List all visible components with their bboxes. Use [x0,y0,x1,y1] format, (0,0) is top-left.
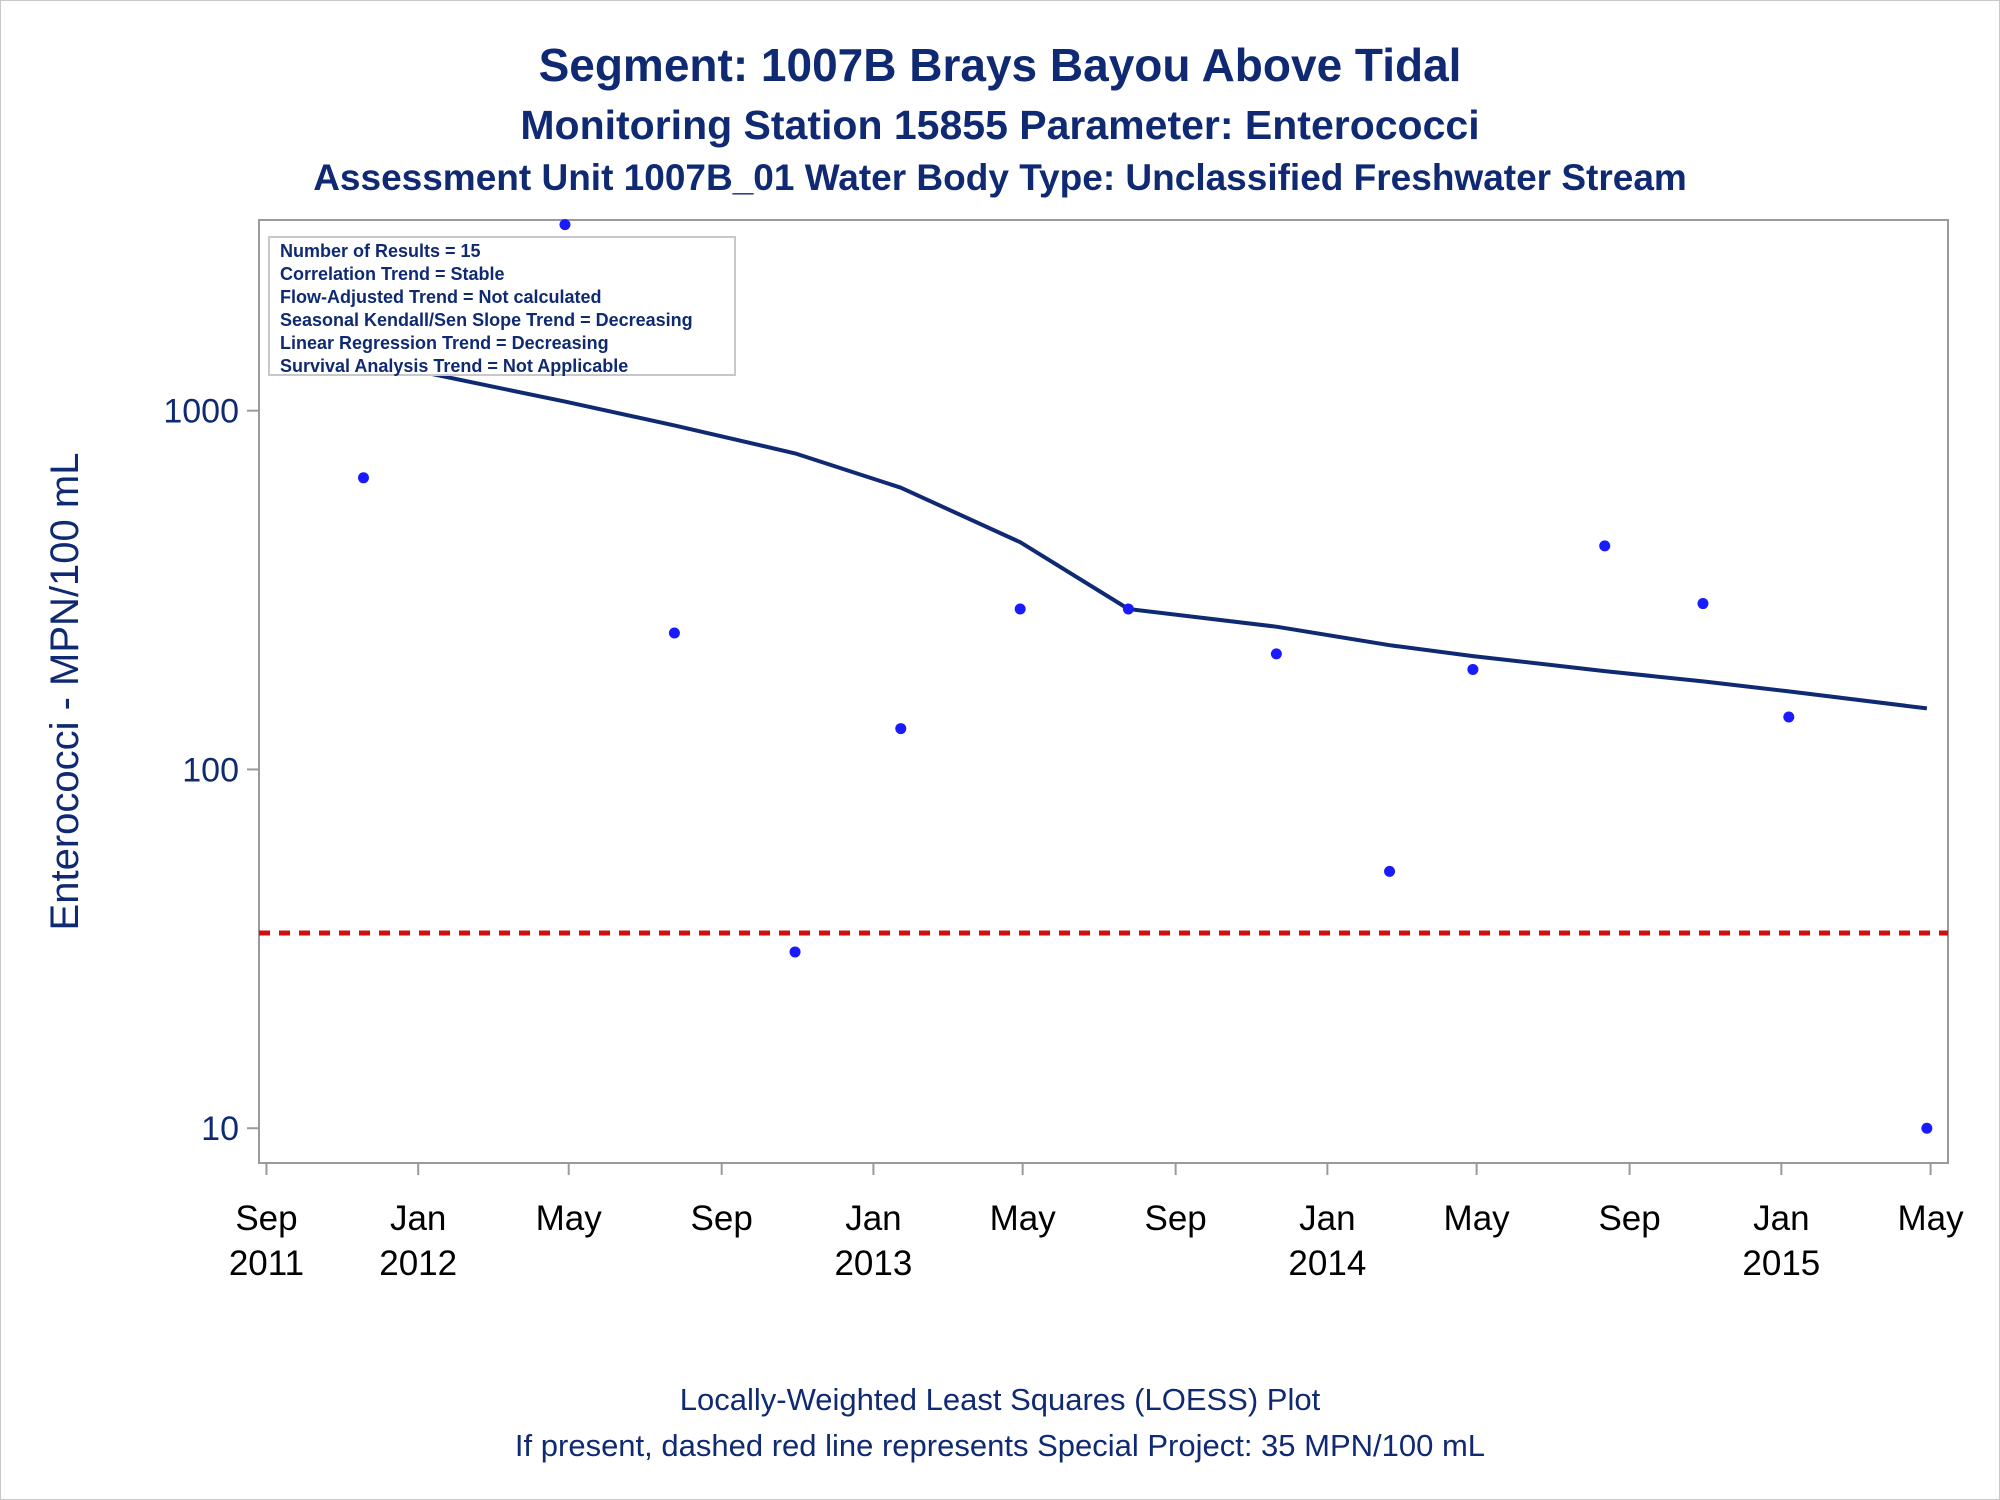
x-tick-label-year: 2014 [1288,1244,1366,1283]
data-point [1384,865,1396,877]
y-tick-label: 100 [182,751,239,789]
x-tick-label-month: Jan [845,1199,901,1238]
data-point [1270,648,1282,660]
data-point [1122,603,1134,615]
x-tick-label-year: 2012 [379,1244,457,1283]
data-point [559,219,571,231]
x-tick-label-month: Jan [390,1199,446,1238]
x-tick-label-year: 2011 [229,1244,304,1283]
x-tick-label-month: May [1444,1199,1511,1238]
y-axis-label: Enterococci - MPN/100 mL [43,453,87,931]
data-point [1467,663,1479,675]
chart-subtitle: Monitoring Station 15855 Parameter: Ente… [520,102,1480,148]
x-tick-label-month: Jan [1753,1199,1809,1238]
legend-line-correlation: Correlation Trend = Stable [280,264,505,284]
x-tick-label-month: Sep [235,1199,297,1238]
legend-line-results: Number of Results = 15 [280,241,481,261]
x-tick-label-month: May [990,1199,1057,1238]
data-point [668,627,680,639]
y-tick-label: 10 [201,1110,239,1148]
legend-line-seasonal-kendall: Seasonal Kendall/Sen Slope Trend = Decre… [280,310,693,330]
legend-line-survival-analysis: Survival Analysis Trend = Not Applicable [280,356,629,376]
plot-area-border [258,219,1949,1164]
data-point [1783,711,1795,723]
footer-reference-note: If present, dashed red line represents S… [514,1428,1486,1463]
x-tick-label-month: Sep [1144,1199,1206,1238]
x-tick-label-month: Jan [1299,1199,1355,1238]
trend-info-box: Number of Results = 15 Correlation Trend… [268,236,736,376]
data-point [895,723,907,735]
footer-loess-note: Locally-Weighted Least Squares (LOESS) P… [679,1382,1321,1417]
data-point [1014,603,1026,615]
x-tick-label-month: Sep [691,1199,753,1238]
data-point [1599,540,1611,552]
x-tick-label-month: Sep [1598,1199,1660,1238]
legend-line-flow-adjusted: Flow-Adjusted Trend = Not calculated [280,287,602,307]
loess-trend-line [363,361,1928,711]
x-tick-label-month: May [1898,1199,1965,1238]
data-point [789,946,801,958]
legend-line-linear-regression: Linear Regression Trend = Decreasing [280,333,609,353]
chart-subtitle-2: Assessment Unit 1007B_01 Water Body Type… [313,157,1687,198]
x-tick-label-year: 2015 [1742,1244,1820,1283]
data-point [357,472,369,484]
data-point [1697,598,1709,610]
chart-title: Segment: 1007B Brays Bayou Above Tidal [538,39,1462,91]
x-tick-label-month: May [536,1199,603,1238]
data-point [1921,1122,1933,1134]
y-tick-label: 1000 [163,393,239,431]
x-tick-label-year: 2013 [834,1244,912,1283]
